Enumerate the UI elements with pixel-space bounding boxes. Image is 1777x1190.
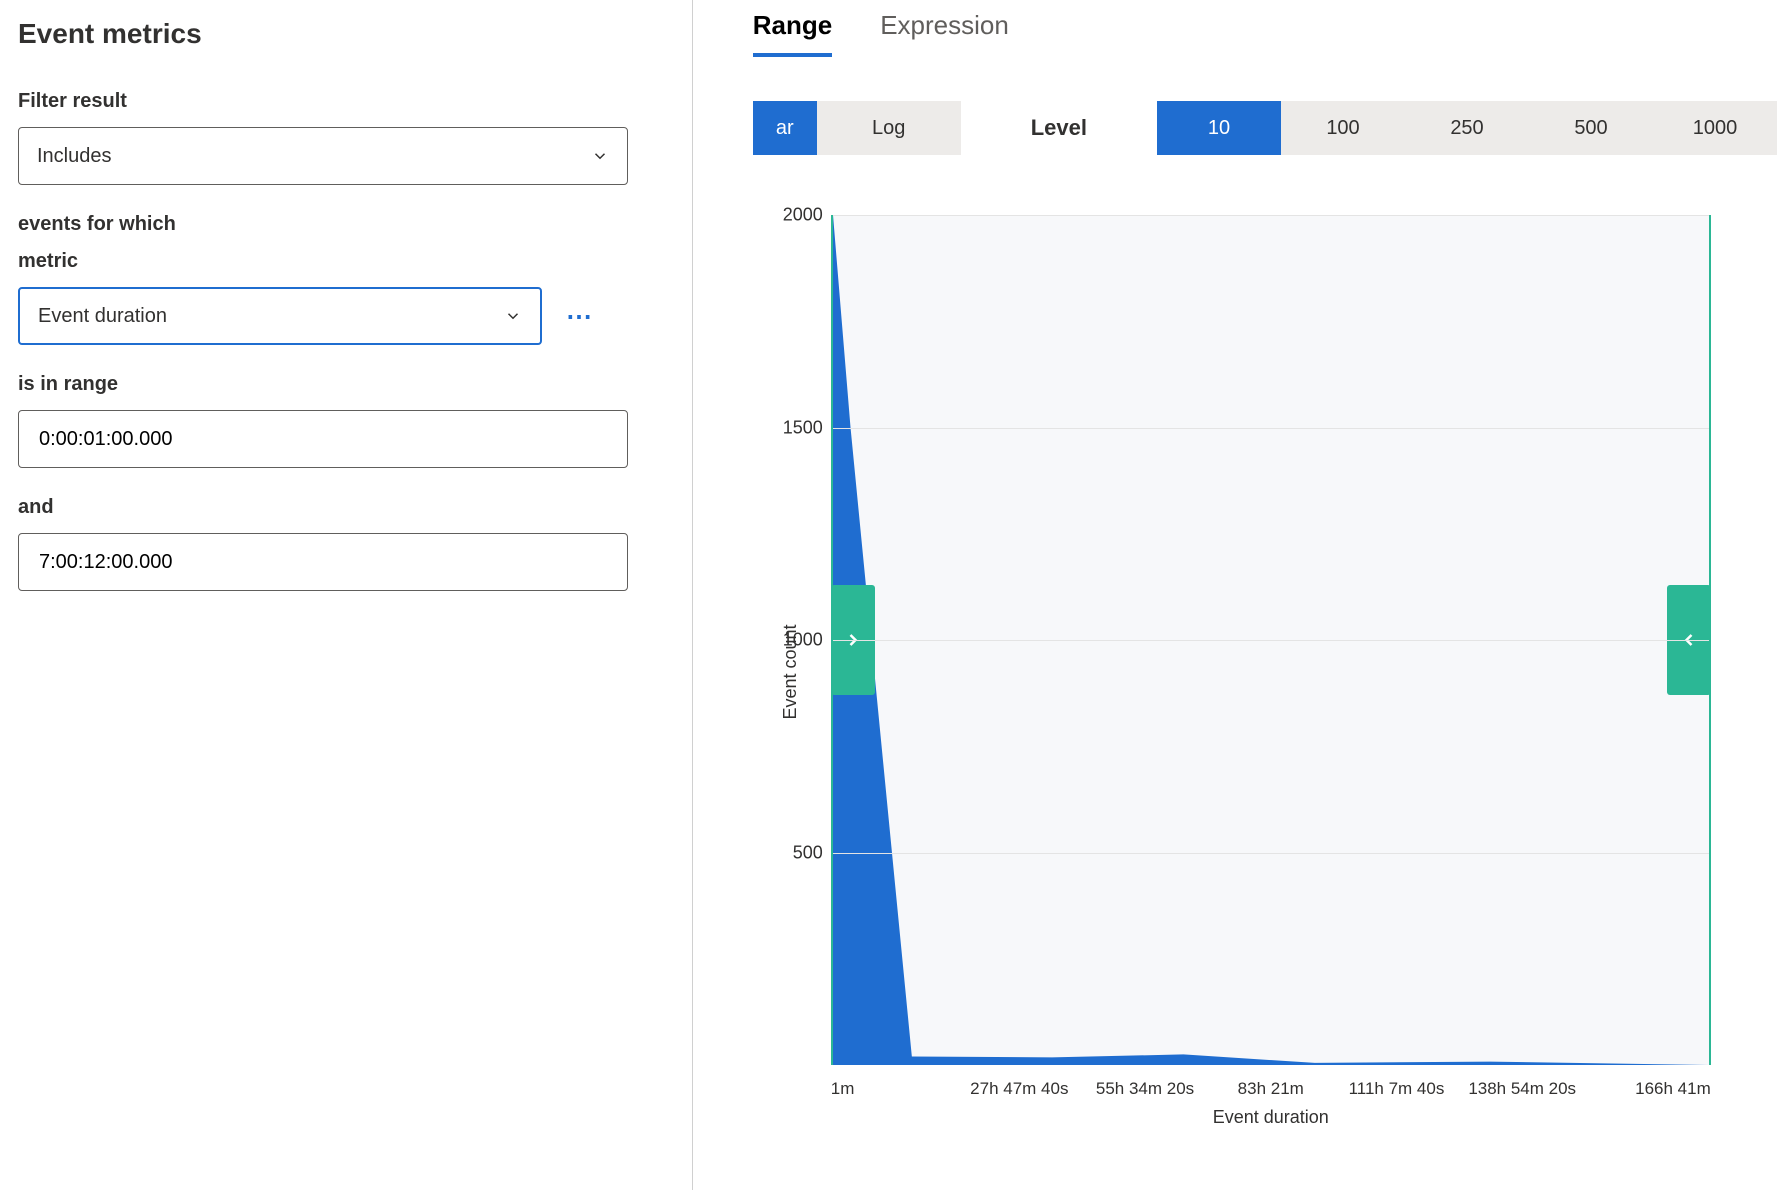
metric-select[interactable]: Event duration [18,287,542,345]
y-tick: 2000 [783,205,823,226]
x-axis-title: Event duration [831,1107,1711,1128]
level-option-250[interactable]: 250 [1405,101,1529,155]
level-option-1000[interactable]: 1000 [1653,101,1777,155]
filter-panel: Event metrics Filter result Includes eve… [0,0,693,1190]
scale-option-ar[interactable]: ar [753,101,817,155]
metric-value: Event duration [38,305,167,328]
and-label: and [18,496,672,519]
x-tick: 111h 7m 40s [1334,1079,1460,1099]
x-tick: 27h 47m 40s [956,1079,1082,1099]
level-option-100[interactable]: 100 [1281,101,1405,155]
x-tick: 55h 34m 20s [1082,1079,1208,1099]
scale-toggle: arLog [753,101,961,155]
range-to-field[interactable] [37,534,609,590]
filter-result-label: Filter result [18,90,672,113]
chart-controls: arLog Level 101002505001000 [753,101,1777,155]
range-to-input[interactable] [18,533,628,591]
events-for-which-label: events for which [18,213,672,236]
y-tick: 500 [793,842,823,863]
scale-option-log[interactable]: Log [817,101,961,155]
panel-title: Event metrics [18,18,672,50]
plot-area[interactable] [831,215,1711,1065]
range-from-input[interactable] [18,410,628,468]
range-from-field[interactable] [37,411,609,467]
y-tick: 1500 [783,417,823,438]
level-label: Level [1031,115,1087,141]
more-options-icon[interactable]: ⋯ [566,301,594,332]
y-tick: 1000 [783,630,823,651]
tab-expression[interactable]: Expression [880,10,1009,57]
level-toggle: 101002505001000 [1157,101,1777,155]
level-option-10[interactable]: 10 [1157,101,1281,155]
x-axis-ticks: 1m27h 47m 40s55h 34m 20s83h 21m111h 7m 4… [831,1079,1711,1099]
tab-range[interactable]: Range [753,10,832,57]
level-option-500[interactable]: 500 [1529,101,1653,155]
chart: Event count 1m27h 47m 40s55h 34m 20s83h … [771,215,1777,1128]
chart-panel: Range Expression arLog Level 10100250500… [693,0,1777,1190]
filter-result-select[interactable]: Includes [18,127,628,185]
x-tick: 83h 21m [1208,1079,1334,1099]
chevron-down-icon [504,307,522,325]
tabs: Range Expression [753,10,1777,57]
metric-label: metric [18,250,672,273]
gridline [833,640,1709,641]
gridline [833,215,1709,216]
x-tick: 138h 54m 20s [1459,1079,1585,1099]
filter-result-value: Includes [37,145,112,168]
chevron-down-icon [591,147,609,165]
x-tick: 1m [831,1079,957,1099]
plot: 1m27h 47m 40s55h 34m 20s83h 21m111h 7m 4… [831,215,1711,1128]
range-from-label: is in range [18,373,672,396]
gridline [833,428,1709,429]
gridline [833,853,1709,854]
x-tick: 166h 41m [1585,1079,1711,1099]
